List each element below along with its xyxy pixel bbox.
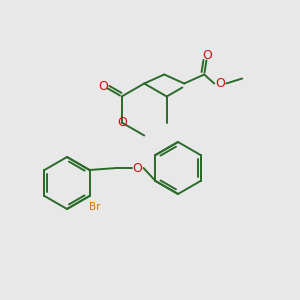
Text: O: O [117,116,127,129]
Text: O: O [133,161,142,175]
Text: O: O [215,77,225,90]
Text: Br: Br [89,202,100,212]
Text: O: O [99,80,109,92]
Text: O: O [202,49,212,62]
